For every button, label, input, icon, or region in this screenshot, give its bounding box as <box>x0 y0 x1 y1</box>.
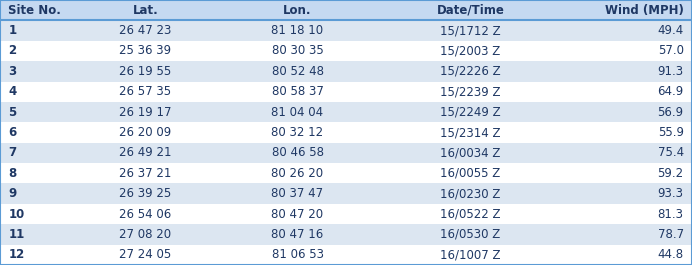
Text: 26 19 55: 26 19 55 <box>119 65 172 78</box>
Text: 2: 2 <box>8 45 17 58</box>
Bar <box>0 102 692 122</box>
Bar <box>0 143 692 163</box>
Text: 16/0055 Z: 16/0055 Z <box>440 167 501 180</box>
Text: 80 52 48: 80 52 48 <box>271 65 324 78</box>
Bar <box>0 20 692 41</box>
Text: 16/0034 Z: 16/0034 Z <box>440 146 501 159</box>
Bar <box>0 224 692 245</box>
Text: 15/1712 Z: 15/1712 Z <box>440 24 501 37</box>
Text: 26 20 09: 26 20 09 <box>119 126 172 139</box>
Text: 16/0522 Z: 16/0522 Z <box>440 207 501 220</box>
Text: 64.9: 64.9 <box>657 85 684 98</box>
Text: Site No.: Site No. <box>8 4 61 17</box>
Text: 11: 11 <box>8 228 24 241</box>
Text: 26 47 23: 26 47 23 <box>119 24 172 37</box>
Text: 5: 5 <box>8 106 17 119</box>
Text: 80 26 20: 80 26 20 <box>271 167 324 180</box>
Text: 25 36 39: 25 36 39 <box>119 45 172 58</box>
Bar <box>0 183 692 204</box>
Text: 16/0230 Z: 16/0230 Z <box>440 187 501 200</box>
Text: 27 24 05: 27 24 05 <box>119 248 172 261</box>
Text: 15/2226 Z: 15/2226 Z <box>440 65 501 78</box>
Text: 80 58 37: 80 58 37 <box>272 85 323 98</box>
Text: 8: 8 <box>8 167 17 180</box>
Text: 57.0: 57.0 <box>657 45 684 58</box>
Bar <box>0 204 692 224</box>
Text: Lon.: Lon. <box>283 4 312 17</box>
Bar <box>0 0 692 20</box>
Text: 55.9: 55.9 <box>657 126 684 139</box>
Text: 7: 7 <box>8 146 17 159</box>
Text: 26 19 17: 26 19 17 <box>119 106 172 119</box>
Text: 81 06 53: 81 06 53 <box>271 248 324 261</box>
Text: 3: 3 <box>8 65 17 78</box>
Text: Wind (MPH): Wind (MPH) <box>605 4 684 17</box>
Text: 75.4: 75.4 <box>657 146 684 159</box>
Text: 49.4: 49.4 <box>657 24 684 37</box>
Bar <box>0 82 692 102</box>
Text: 91.3: 91.3 <box>657 65 684 78</box>
Text: 80 47 16: 80 47 16 <box>271 228 324 241</box>
Text: 81.3: 81.3 <box>657 207 684 220</box>
Text: 4: 4 <box>8 85 17 98</box>
Text: 16/0530 Z: 16/0530 Z <box>440 228 501 241</box>
Text: 16/1007 Z: 16/1007 Z <box>440 248 501 261</box>
Text: 15/2314 Z: 15/2314 Z <box>440 126 501 139</box>
Text: Lat.: Lat. <box>132 4 158 17</box>
Text: 80 46 58: 80 46 58 <box>271 146 324 159</box>
Text: 1: 1 <box>8 24 17 37</box>
Text: 26 49 21: 26 49 21 <box>119 146 172 159</box>
Bar <box>0 163 692 183</box>
Text: 78.7: 78.7 <box>657 228 684 241</box>
Text: 81 04 04: 81 04 04 <box>271 106 324 119</box>
Text: 6: 6 <box>8 126 17 139</box>
Text: 80 30 35: 80 30 35 <box>272 45 323 58</box>
Text: 26 54 06: 26 54 06 <box>119 207 172 220</box>
Text: 93.3: 93.3 <box>657 187 684 200</box>
Bar <box>0 122 692 143</box>
Text: Date/Time: Date/Time <box>437 4 504 17</box>
Text: 81 18 10: 81 18 10 <box>271 24 324 37</box>
Text: 9: 9 <box>8 187 17 200</box>
Bar <box>0 61 692 82</box>
Text: 80 37 47: 80 37 47 <box>271 187 324 200</box>
Bar <box>0 41 692 61</box>
Text: 44.8: 44.8 <box>657 248 684 261</box>
Text: 80 47 20: 80 47 20 <box>271 207 324 220</box>
Text: 26 39 25: 26 39 25 <box>119 187 172 200</box>
Text: 80 32 12: 80 32 12 <box>271 126 324 139</box>
Text: 12: 12 <box>8 248 24 261</box>
Text: 15/2249 Z: 15/2249 Z <box>440 106 501 119</box>
Text: 15/2239 Z: 15/2239 Z <box>440 85 501 98</box>
Text: 59.2: 59.2 <box>657 167 684 180</box>
Text: 15/2003 Z: 15/2003 Z <box>440 45 501 58</box>
Text: 27 08 20: 27 08 20 <box>119 228 172 241</box>
Text: 56.9: 56.9 <box>657 106 684 119</box>
Text: 10: 10 <box>8 207 24 220</box>
Text: 26 57 35: 26 57 35 <box>119 85 172 98</box>
Bar <box>0 245 692 265</box>
Text: 26 37 21: 26 37 21 <box>119 167 172 180</box>
